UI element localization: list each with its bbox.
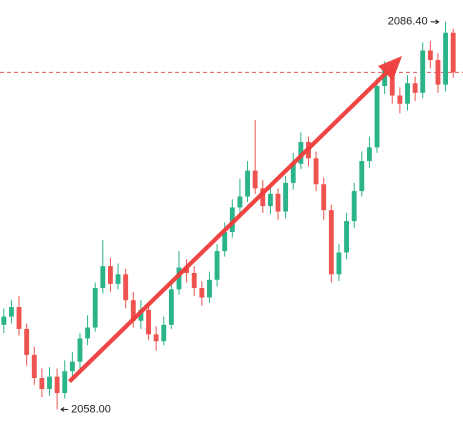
candles xyxy=(0,21,463,410)
candle-body xyxy=(54,376,60,394)
candle-body xyxy=(85,327,91,339)
candle-body xyxy=(382,69,388,86)
candle-body xyxy=(275,193,281,212)
high-label: 2086.40 xyxy=(388,16,428,28)
candle-body xyxy=(359,161,365,192)
candle-body xyxy=(161,324,167,342)
candle-body xyxy=(168,289,174,325)
candle-body xyxy=(405,83,410,104)
candle-body xyxy=(153,334,159,342)
candle-body xyxy=(412,83,418,93)
candle-body xyxy=(336,252,342,275)
candle-body xyxy=(130,300,136,321)
candle-body xyxy=(31,354,37,379)
candle-body xyxy=(328,210,334,275)
candle-body xyxy=(8,307,14,317)
candle-body xyxy=(397,95,403,104)
candle-body xyxy=(237,196,243,208)
candle-body xyxy=(366,147,372,162)
candle-body xyxy=(77,338,83,362)
candle-body xyxy=(267,193,273,207)
candle-body xyxy=(313,158,319,185)
candle-body xyxy=(108,266,113,284)
candle-body xyxy=(16,307,22,329)
candle-body xyxy=(92,287,98,328)
candle-body xyxy=(229,207,235,233)
candle-body xyxy=(374,85,380,148)
candle-body xyxy=(427,50,433,61)
candle-body xyxy=(222,232,228,252)
candle-body xyxy=(214,251,220,280)
candle-body xyxy=(290,163,296,183)
candle-body xyxy=(420,50,426,93)
candle-body xyxy=(138,309,144,321)
candle-body xyxy=(351,191,357,222)
candle-body xyxy=(435,60,441,85)
candle-body xyxy=(443,32,449,85)
candle-body xyxy=(252,170,258,189)
candle-body xyxy=(450,32,456,73)
candle-body xyxy=(298,141,304,164)
candle-body xyxy=(207,279,212,298)
candle-body xyxy=(115,274,121,284)
candle-body xyxy=(62,371,68,394)
trend-arrow xyxy=(68,56,402,383)
candle-body xyxy=(146,309,151,335)
candle-body xyxy=(283,182,289,212)
candle-body xyxy=(344,221,349,253)
candle-body xyxy=(199,287,205,298)
low-label: 2058.00 xyxy=(71,403,111,415)
candle-body xyxy=(69,361,75,372)
candle-body xyxy=(1,316,7,325)
candle-body xyxy=(39,378,45,389)
candle-body xyxy=(24,328,30,355)
candle-body xyxy=(260,188,266,207)
candle-body xyxy=(47,376,52,389)
candle-body xyxy=(123,274,129,301)
candle-body xyxy=(245,170,250,197)
label-arrow-head xyxy=(60,407,65,412)
candle-body xyxy=(191,272,197,288)
candle-body xyxy=(176,267,182,290)
candle-body xyxy=(389,69,395,96)
candle-body xyxy=(100,266,106,288)
candle-body xyxy=(321,184,327,211)
label-arrow-head xyxy=(435,19,440,25)
